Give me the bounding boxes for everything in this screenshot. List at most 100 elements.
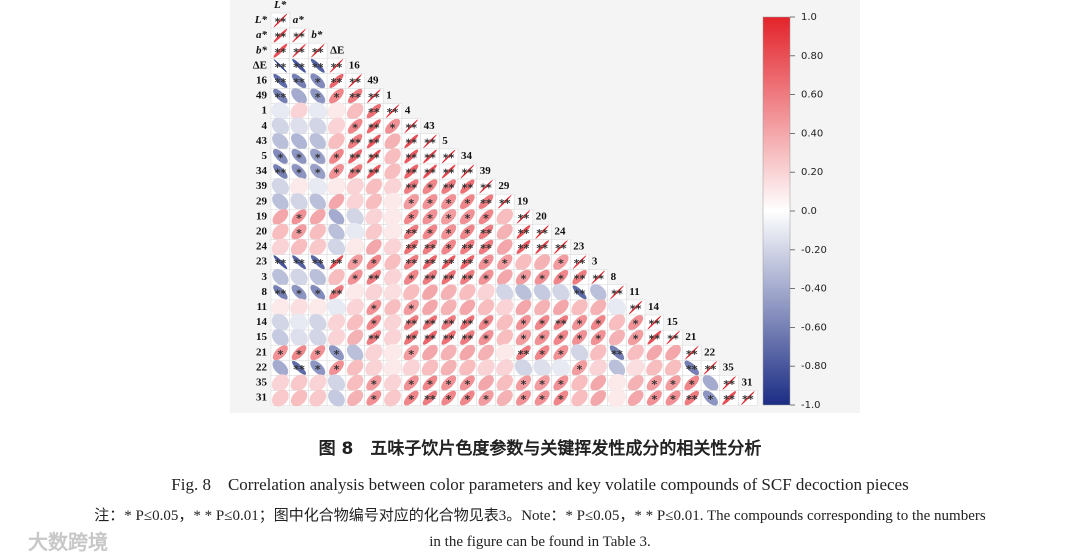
- significance-mark: **: [424, 167, 436, 180]
- correlation-ellipse: [384, 133, 401, 150]
- significance-mark: **: [368, 121, 380, 134]
- significance-mark: *: [315, 348, 321, 361]
- correlation-ellipse: [404, 179, 419, 194]
- significance-mark: *: [408, 378, 414, 391]
- row-label: 14: [256, 316, 268, 328]
- diagonal-label: 34: [461, 150, 473, 162]
- correlation-ellipse: [309, 269, 326, 286]
- significance-mark: *: [689, 378, 695, 391]
- significance-mark: *: [296, 212, 302, 225]
- significance-mark: **: [424, 393, 436, 406]
- correlation-ellipse: [310, 255, 325, 270]
- correlation-ellipse: [309, 133, 326, 150]
- correlation-ellipse: [626, 359, 645, 377]
- correlation-ellipse: [383, 192, 402, 211]
- correlation-ellipse: [534, 254, 551, 271]
- correlation-ellipse: [328, 209, 345, 225]
- correlation-ellipse: [703, 361, 718, 375]
- diagonal-label: 43: [424, 120, 436, 132]
- significance-mark: *: [708, 393, 714, 406]
- row-label: 11: [257, 301, 267, 313]
- significance-mark: *: [371, 257, 377, 270]
- significance-mark: **: [368, 167, 380, 180]
- significance-mark: *: [558, 378, 564, 391]
- correlation-ellipse: [496, 359, 514, 377]
- correlation-ellipse: [478, 239, 494, 255]
- significance-mark: **: [462, 272, 474, 285]
- correlation-ellipse: [497, 254, 513, 270]
- significance-mark: **: [574, 257, 586, 270]
- correlation-ellipse: [498, 195, 512, 209]
- significance-mark: **: [462, 333, 474, 346]
- significance-mark: *: [296, 167, 302, 180]
- significance-mark: *: [539, 333, 545, 346]
- correlation-ellipse: [515, 315, 531, 331]
- correlation-ellipse: [496, 314, 513, 331]
- correlation-ellipse: [534, 330, 550, 346]
- row-label: 16: [256, 74, 268, 86]
- significance-mark: *: [334, 151, 340, 164]
- correlation-ellipse: [702, 375, 719, 391]
- significance-mark: **: [293, 31, 305, 44]
- significance-mark: **: [555, 242, 567, 255]
- correlation-ellipse: [365, 208, 383, 226]
- correlation-ellipse: [460, 179, 475, 194]
- correlation-ellipse: [571, 374, 588, 392]
- row-label: 1: [262, 105, 268, 117]
- correlation-ellipse: [383, 268, 402, 286]
- significance-mark: *: [334, 363, 340, 376]
- significance-mark: *: [371, 378, 377, 391]
- correlation-ellipse: [590, 390, 607, 406]
- correlation-ellipse: [271, 389, 289, 407]
- significance-mark: **: [686, 348, 698, 361]
- correlation-ellipse: [441, 164, 456, 179]
- correlation-ellipse: [441, 330, 456, 345]
- significance-mark: **: [462, 318, 474, 331]
- correlation-ellipse: [610, 285, 624, 300]
- significance-mark: **: [518, 227, 530, 240]
- correlation-ellipse: [591, 270, 605, 284]
- correlation-ellipse: [366, 134, 381, 149]
- significance-mark: **: [405, 227, 417, 240]
- correlation-ellipse: [459, 344, 476, 361]
- correlation-ellipse: [383, 358, 402, 377]
- correlation-ellipse: [570, 344, 589, 362]
- correlation-ellipse: [404, 254, 419, 270]
- significance-mark: **: [405, 136, 417, 149]
- correlation-ellipse: [459, 299, 476, 316]
- correlation-ellipse: [572, 330, 588, 346]
- correlation-ellipse: [404, 330, 419, 345]
- correlation-ellipse: [310, 148, 326, 165]
- correlation-ellipse: [627, 374, 644, 391]
- correlation-ellipse: [422, 284, 438, 301]
- correlation-ellipse: [347, 390, 364, 407]
- correlation-ellipse: [627, 329, 644, 346]
- correlation-ellipse: [309, 389, 327, 407]
- correlation-ellipse: [272, 149, 288, 164]
- significance-mark: *: [446, 212, 452, 225]
- correlation-ellipse: [383, 178, 402, 196]
- correlation-ellipse: [291, 209, 307, 225]
- correlation-ellipse: [383, 343, 402, 362]
- correlation-ellipse: [459, 375, 475, 391]
- significance-mark: *: [483, 212, 489, 225]
- correlation-ellipse: [478, 224, 494, 240]
- significance-mark: **: [611, 287, 623, 300]
- significance-mark: *: [334, 91, 340, 104]
- significance-mark: **: [405, 242, 417, 255]
- significance-mark: *: [446, 227, 452, 240]
- correlation-ellipse: [477, 283, 495, 301]
- significance-mark: *: [539, 272, 545, 285]
- row-label: 3: [262, 271, 268, 283]
- correlation-ellipse: [292, 58, 306, 73]
- diagonal-label: 49: [368, 74, 380, 86]
- significance-mark: *: [558, 272, 564, 285]
- significance-mark: **: [349, 167, 361, 180]
- significance-mark: **: [331, 76, 343, 89]
- correlation-ellipse: [496, 269, 513, 286]
- significance-mark: **: [275, 287, 287, 300]
- correlation-ellipse: [366, 299, 382, 315]
- correlation-ellipse: [291, 284, 307, 300]
- correlation-ellipse: [310, 88, 326, 104]
- correlation-ellipse: [496, 390, 513, 407]
